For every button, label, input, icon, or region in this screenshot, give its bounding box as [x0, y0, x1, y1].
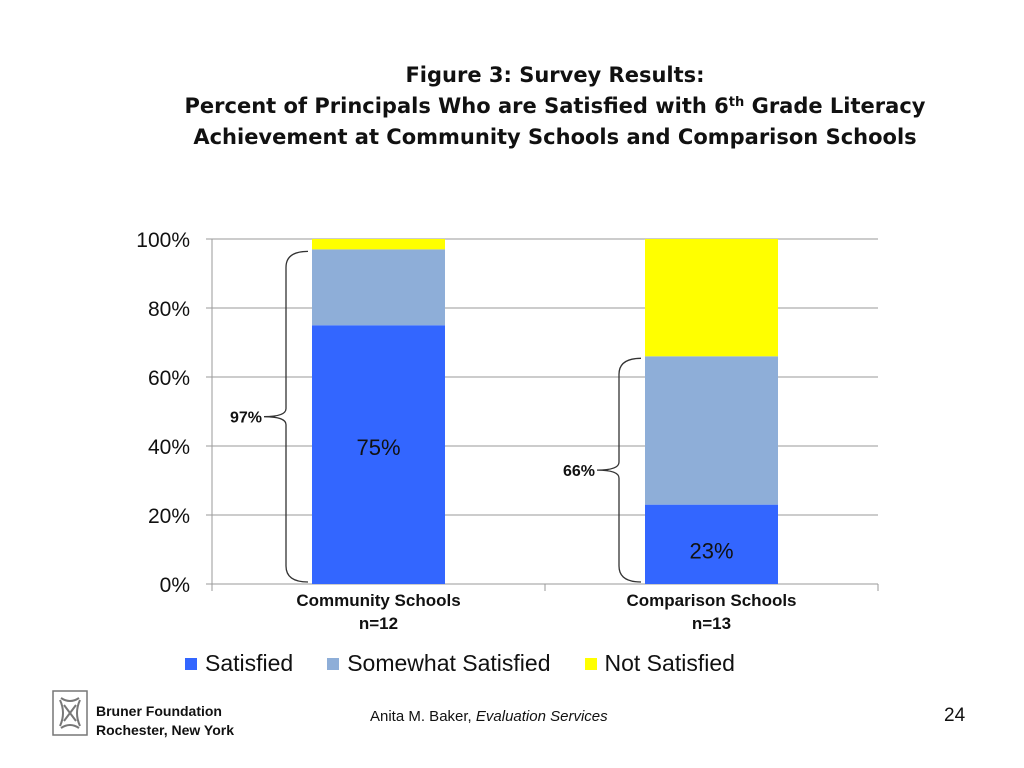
brace-annotation: [596, 357, 642, 583]
bar-segment: [645, 239, 778, 357]
bruner-knot-logo-icon: [52, 690, 88, 736]
title-line-2-sup: th: [728, 95, 745, 110]
page-number: 24: [944, 705, 966, 726]
legend-label: Satisfied: [205, 650, 294, 676]
chart-legend: Satisfied Somewhat Satisfied Not Satisfied: [185, 650, 735, 677]
legend-label: Not Satisfied: [604, 650, 735, 676]
chart-title: Figure 3: Survey Results: Percent of Pri…: [120, 60, 990, 153]
x-category-label: Community Schools: [296, 591, 460, 610]
legend-swatch: [185, 657, 197, 670]
y-tick-label: 40%: [148, 436, 190, 459]
y-tick-label: 20%: [148, 505, 190, 528]
legend-swatch: [584, 657, 597, 670]
legend-swatch: [327, 657, 340, 670]
stacked-bar-chart: 0% 20% 40% 60% 80% 100% Community Schools n=12 C…: [136, 229, 879, 633]
legend-item: Satisfied: [185, 650, 293, 677]
org-line-1: Bruner Foundation: [96, 703, 222, 719]
brace-annotation: [263, 250, 309, 583]
title-line-2: Percent of Principals Who are Satisfied …: [120, 91, 990, 122]
org-line-2: Rochester, New York: [96, 722, 234, 738]
x-category-sublabel: n=12: [359, 614, 398, 633]
title-line-2-rest: Grade Literacy: [744, 94, 926, 118]
author-credit: Anita M. Baker, Evaluation Services: [370, 708, 608, 725]
organization-name: Bruner Foundation Rochester, New York: [96, 702, 234, 740]
legend-label: Somewhat Satisfied: [347, 650, 551, 676]
y-tick-label: 60%: [148, 367, 190, 390]
data-label: 75%: [356, 435, 400, 460]
legend-item: Not Satisfied: [584, 650, 735, 677]
brace-label: 97%: [230, 410, 262, 427]
x-category-label: Comparison Schools: [626, 591, 796, 610]
y-tick-label: 80%: [148, 298, 190, 321]
data-label: 23%: [689, 539, 733, 564]
author-organization: Evaluation Services: [475, 708, 608, 725]
bar-segment: [645, 356, 778, 505]
legend-item: Somewhat Satisfied: [327, 650, 551, 677]
author-name: Anita M. Baker,: [370, 708, 476, 725]
brace-label: 66%: [563, 463, 595, 480]
title-line-2-text: Percent of Principals Who are Satisfied …: [184, 94, 729, 118]
x-category-sublabel: n=13: [692, 614, 731, 633]
bar-segment: [312, 239, 445, 250]
title-line-1: Figure 3: Survey Results:: [405, 63, 705, 87]
bar-segment: [645, 504, 778, 584]
bar-segment: [312, 249, 445, 326]
y-tick-label: 100%: [136, 229, 190, 252]
y-tick-label: 0%: [160, 574, 190, 597]
bar-segment: [312, 325, 445, 584]
title-line-3: Achievement at Community Schools and Com…: [193, 125, 917, 149]
